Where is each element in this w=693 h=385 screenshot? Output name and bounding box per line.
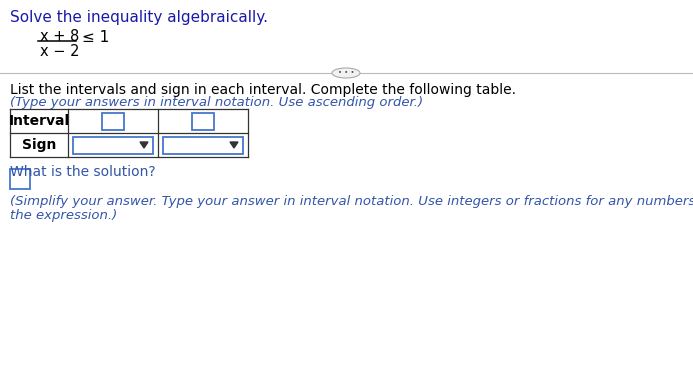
FancyBboxPatch shape <box>102 112 124 129</box>
Text: • • •: • • • <box>337 70 354 76</box>
Text: x + 8: x + 8 <box>40 29 79 44</box>
FancyBboxPatch shape <box>10 169 30 189</box>
Text: ≤ 1: ≤ 1 <box>82 30 109 45</box>
Text: the expression.): the expression.) <box>10 209 117 222</box>
Text: Sign: Sign <box>21 138 56 152</box>
Text: (Simplify your answer. Type your answer in interval notation. Use integers or fr: (Simplify your answer. Type your answer … <box>10 195 693 208</box>
Polygon shape <box>230 142 238 148</box>
FancyBboxPatch shape <box>192 112 214 129</box>
Text: (Type your answers in interval notation. Use ascending order.): (Type your answers in interval notation.… <box>10 96 423 109</box>
Text: What is the solution?: What is the solution? <box>10 165 156 179</box>
FancyBboxPatch shape <box>73 137 153 154</box>
FancyBboxPatch shape <box>163 137 243 154</box>
Text: Interval: Interval <box>8 114 69 128</box>
Text: Solve the inequality algebraically.: Solve the inequality algebraically. <box>10 10 268 25</box>
Polygon shape <box>140 142 148 148</box>
Text: List the intervals and sign in each interval. Complete the following table.: List the intervals and sign in each inte… <box>10 83 516 97</box>
Ellipse shape <box>332 68 360 78</box>
Text: x − 2: x − 2 <box>40 44 80 59</box>
